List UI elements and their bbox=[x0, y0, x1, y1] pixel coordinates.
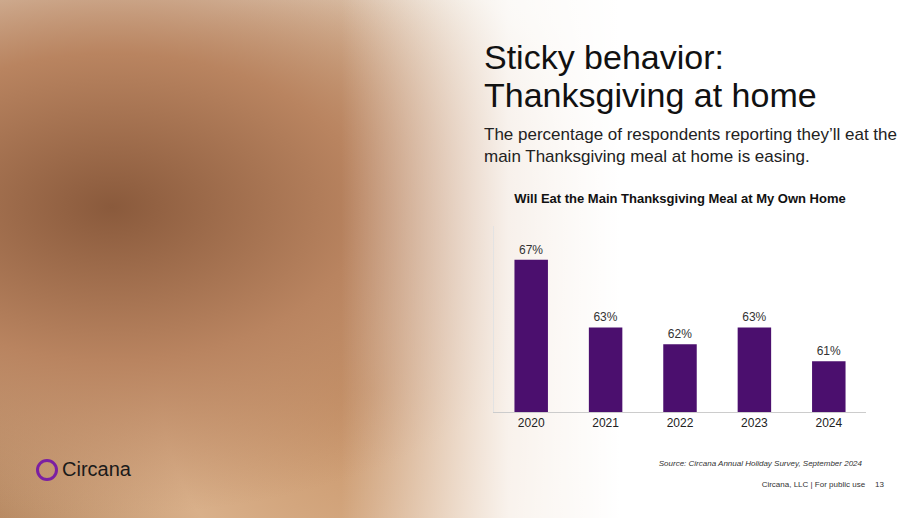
html-text:Circana: Circana bbox=[62, 458, 131, 480]
svg-text:67%: 67% bbox=[519, 243, 543, 257]
svg-text:Will Eat the Main Thanksgiving: Will Eat the Main Thanksgiving Meal at M… bbox=[514, 191, 845, 206]
html-text:The percentage of respondents: The percentage of respondents reporting … bbox=[484, 125, 897, 166]
svg-text:2022: 2022 bbox=[667, 416, 694, 430]
svg-text:61%: 61% bbox=[817, 344, 841, 358]
html-text:13: 13 bbox=[875, 480, 884, 489]
svg-text:62%: 62% bbox=[668, 327, 692, 341]
svg-text:2024: 2024 bbox=[815, 416, 842, 430]
html-text:Sticky behavior: Thanksgiving: Sticky behavior: Thanksgiving at home bbox=[484, 38, 817, 114]
svg-text:63%: 63% bbox=[742, 310, 766, 324]
svg-text:2021: 2021 bbox=[592, 416, 619, 430]
svg-text:2020: 2020 bbox=[518, 416, 545, 430]
html-text:Circana, LLC | For public use: Circana, LLC | For public use bbox=[761, 480, 866, 489]
html-text:Source: Circana Annual Holiday: Source: Circana Annual Holiday Survey, S… bbox=[658, 459, 862, 468]
svg-text:63%: 63% bbox=[593, 310, 617, 324]
svg-text:2023: 2023 bbox=[741, 416, 768, 430]
